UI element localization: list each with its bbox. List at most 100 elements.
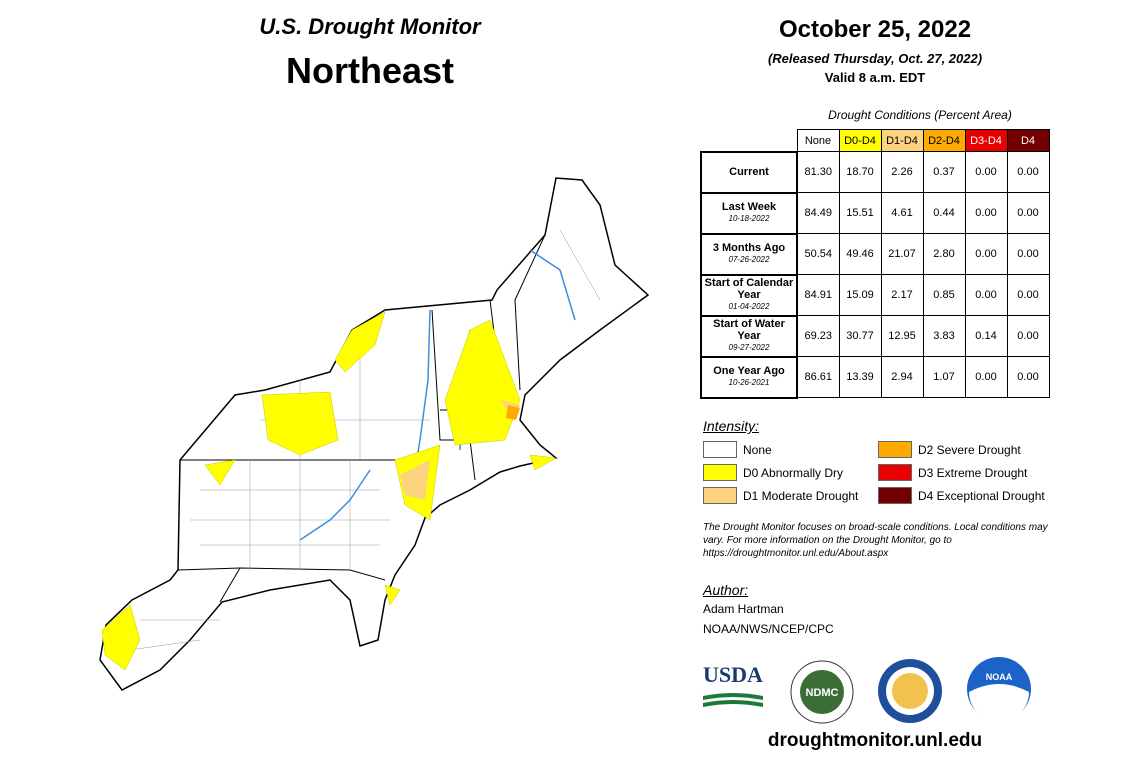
date-title: October 25, 2022 [778,16,972,43]
column-header: None [796,129,840,152]
author-org: NOAA/NWS/NCEP/CPC [703,622,834,636]
row-name: 3 Months Ago [712,242,786,254]
row-name: One Year Ago [713,365,785,377]
column-header: D1-D4 [880,129,924,152]
cell: 2.94 [880,356,924,398]
legend-item: None [703,441,772,458]
table-row: One Year Ago 10-26-2021 86.61 13.39 2.94 1.07… [700,355,1050,399]
cell: 18.70 [838,151,882,193]
row-label: Current [700,150,798,194]
table-row: Start of Calendar Year 01-04-2022 84.91 15.… [700,273,1050,317]
usda-logo: USDA [703,662,763,687]
cell: 86.61 [796,356,840,398]
column-header: D2-D4 [922,129,966,152]
region-outline [99,177,650,691]
row-label: One Year Ago 10-26-2021 [700,355,798,399]
legend-label: D1 Moderate Drought [743,488,859,503]
cell: 81.30 [796,151,840,193]
region: Northeast [285,50,455,91]
legend-swatch [703,441,737,458]
legend-swatch [703,464,737,481]
row-label: Start of Calendar Year 01-04-2022 [700,273,798,317]
legend-item: D4 Exceptional Drought [878,487,1045,504]
author-name: Adam Hartman [703,602,784,616]
release-date: (Released Thursday, Oct. 27, 2022) [767,51,983,66]
legend-label: D3 Extreme Drought [918,465,1028,480]
footer-url: droughtmonitor.unl.edu [767,730,983,751]
legend-item: D1 Moderate Drought [703,487,858,504]
legend-item: D2 Severe Drought [878,441,1021,458]
legend-label: D2 Severe Drought [918,442,1021,457]
cell: 0.00 [964,274,1008,316]
legend-swatch [878,441,912,458]
column-header: D0-D4 [838,129,882,152]
d2-area [506,405,520,420]
table-caption: Drought Conditions (Percent Area) [828,108,1012,122]
legend-item: D3 Extreme Drought [878,464,1027,481]
cell: 2.80 [922,233,966,275]
ndmc-text: NDMC [806,687,839,699]
author-heading: Author: [703,582,749,598]
cell: 69.23 [796,315,840,357]
conditions-table: None D0-D4 D1-D4 D2-D4 D3-D4 D4 Current 81.30 18… [700,129,1050,399]
cell: 15.09 [838,274,882,316]
cell: 0.00 [1006,233,1050,275]
row-date: 07-26-2022 [728,255,770,264]
table-row: Last Week 10-18-2022 84.49 15.51 4.61 0.44 0.0… [700,191,1050,235]
cell: 0.00 [964,192,1008,234]
row-name: Start of Water Year [713,318,785,342]
cell: 4.61 [880,192,924,234]
cell: 0.00 [964,151,1008,193]
cell: 0.00 [1006,151,1050,193]
legend-swatch [703,487,737,504]
cell: 12.95 [880,315,924,357]
column-header: D3-D4 [964,129,1008,152]
d0-areas [101,311,557,671]
cell: 0.00 [964,233,1008,275]
cell: 13.39 [838,356,882,398]
row-date: 10-26-2021 [728,378,770,387]
cell: 0.44 [922,192,966,234]
cell: 84.91 [796,274,840,316]
cell: 0.00 [1006,192,1050,234]
noaa-text: NOAA [986,672,1013,682]
cell: 0.00 [964,356,1008,398]
cell: 15.51 [838,192,882,234]
cell: 0.85 [922,274,966,316]
legend-label: D0 Abnormally Dry [743,465,844,480]
cell: 2.26 [880,151,924,193]
cell: 50.54 [796,233,840,275]
cell: 30.77 [838,315,882,357]
cell: 3.83 [922,315,966,357]
legend-item: D0 Abnormally Dry [703,464,843,481]
cell: 0.00 [1006,356,1050,398]
legend-label: D4 Exceptional Drought [918,488,1045,503]
cell: 0.00 [1006,315,1050,357]
cell: 49.46 [838,233,882,275]
doc-logo [878,659,942,723]
noaa-logo: NOAA [967,657,1031,722]
row-date: 10-18-2022 [728,214,770,223]
cell: 21.07 [880,233,924,275]
column-header: D4 [1006,129,1050,152]
ndmc-logo: NDMC [790,660,854,724]
cell: 0.00 [1006,274,1050,316]
cell: 84.49 [796,192,840,234]
map [99,177,650,691]
row-label: Start of Water Year 09-27-2022 [700,314,798,358]
row-date: 09-27-2022 [728,343,770,352]
note: The Drought Monitor focuses on broad-sca… [703,522,1048,559]
usda-stripes [703,693,763,707]
corner [701,130,797,152]
row-name: Current [729,166,769,178]
cell: 0.37 [922,151,966,193]
title: U.S. Drought Monitor [259,14,481,39]
legend-label: None [743,442,772,457]
cell: 2.17 [880,274,924,316]
row-label: Last Week 10-18-2022 [700,191,798,235]
cell: 1.07 [922,356,966,398]
cell: 0.14 [964,315,1008,357]
table-row: 3 Months Ago 07-26-2022 50.54 49.46 21.07 2.8… [700,232,1050,276]
legend-swatch [878,464,912,481]
